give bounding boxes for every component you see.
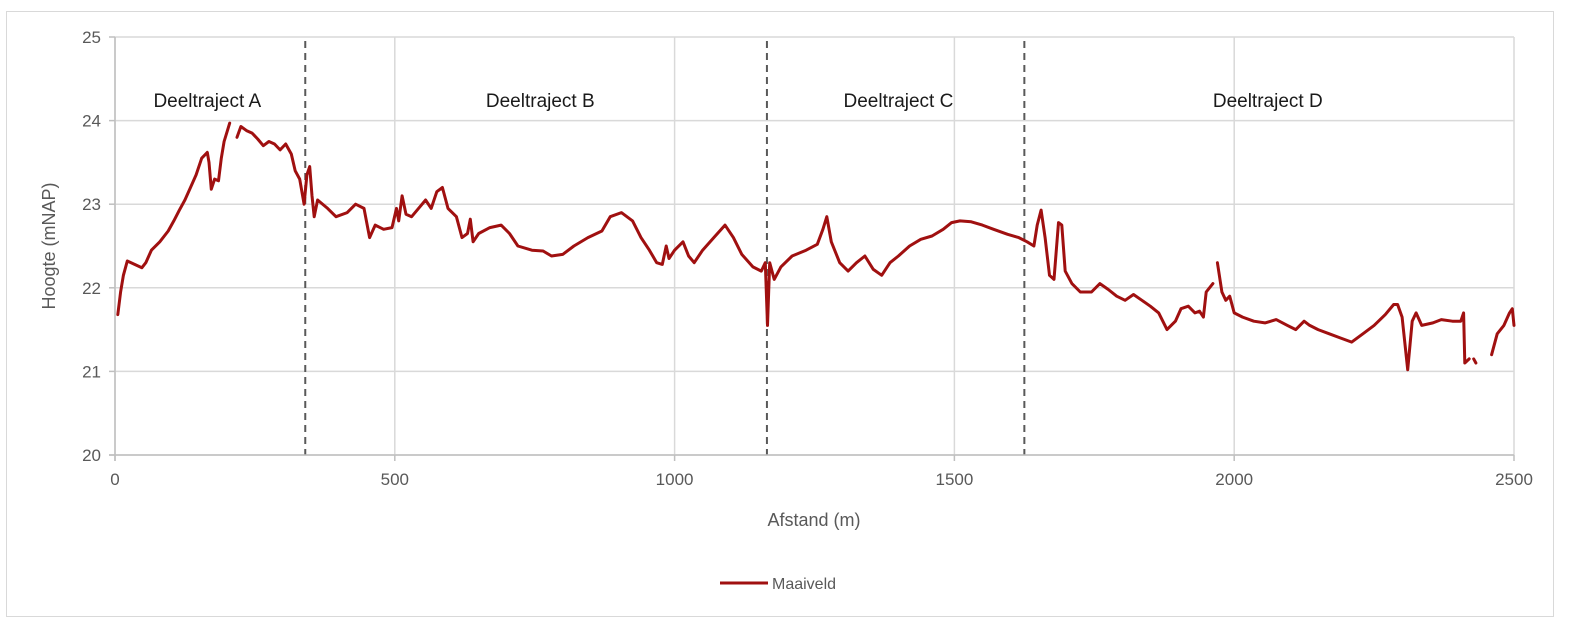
y-tick-label: 23	[82, 195, 101, 214]
x-axis-title: Afstand (m)	[767, 510, 860, 530]
legend-label-maaiveld: Maaiveld	[772, 576, 836, 593]
section-labels: Deeltraject A Deeltraject B Deeltraject C D…	[153, 91, 1322, 112]
y-tick-label: 24	[82, 112, 101, 131]
section-label: Deeltraject A	[153, 91, 261, 112]
y-tick-label: 21	[82, 362, 101, 381]
chart-frame	[6, 11, 1554, 617]
section-label: Deeltraject D	[1213, 91, 1323, 112]
x-tick-label: 2000	[1215, 470, 1253, 489]
series-line-segment	[1215, 261, 1471, 372]
series-maaiveld	[116, 121, 1516, 372]
legend: Maaiveld	[720, 576, 836, 593]
section-dividers	[304, 41, 1026, 455]
series-line-segment	[235, 125, 1215, 332]
x-tick-label: 1000	[656, 470, 694, 489]
series-line-segment	[1490, 307, 1516, 357]
series-line-segment	[116, 121, 232, 317]
x-tick-label: 500	[381, 470, 409, 489]
series-line-segment	[1472, 357, 1478, 365]
x-tick-label: 2500	[1495, 470, 1533, 489]
section-label: Deeltraject B	[486, 91, 595, 112]
section-label: Deeltraject C	[844, 91, 954, 112]
y-tick-label: 20	[82, 446, 101, 465]
x-tick-label: 0	[110, 470, 119, 489]
y-axis-title: Hoogte (mNAP)	[39, 182, 59, 309]
tick-labels: 20 21 22 23 24 25 0 500 1000 1500 2000 2500	[82, 28, 1533, 489]
axes	[109, 36, 1515, 461]
x-tick-label: 1500	[935, 470, 973, 489]
y-tick-label: 25	[82, 28, 101, 47]
y-tick-label: 22	[82, 279, 101, 298]
